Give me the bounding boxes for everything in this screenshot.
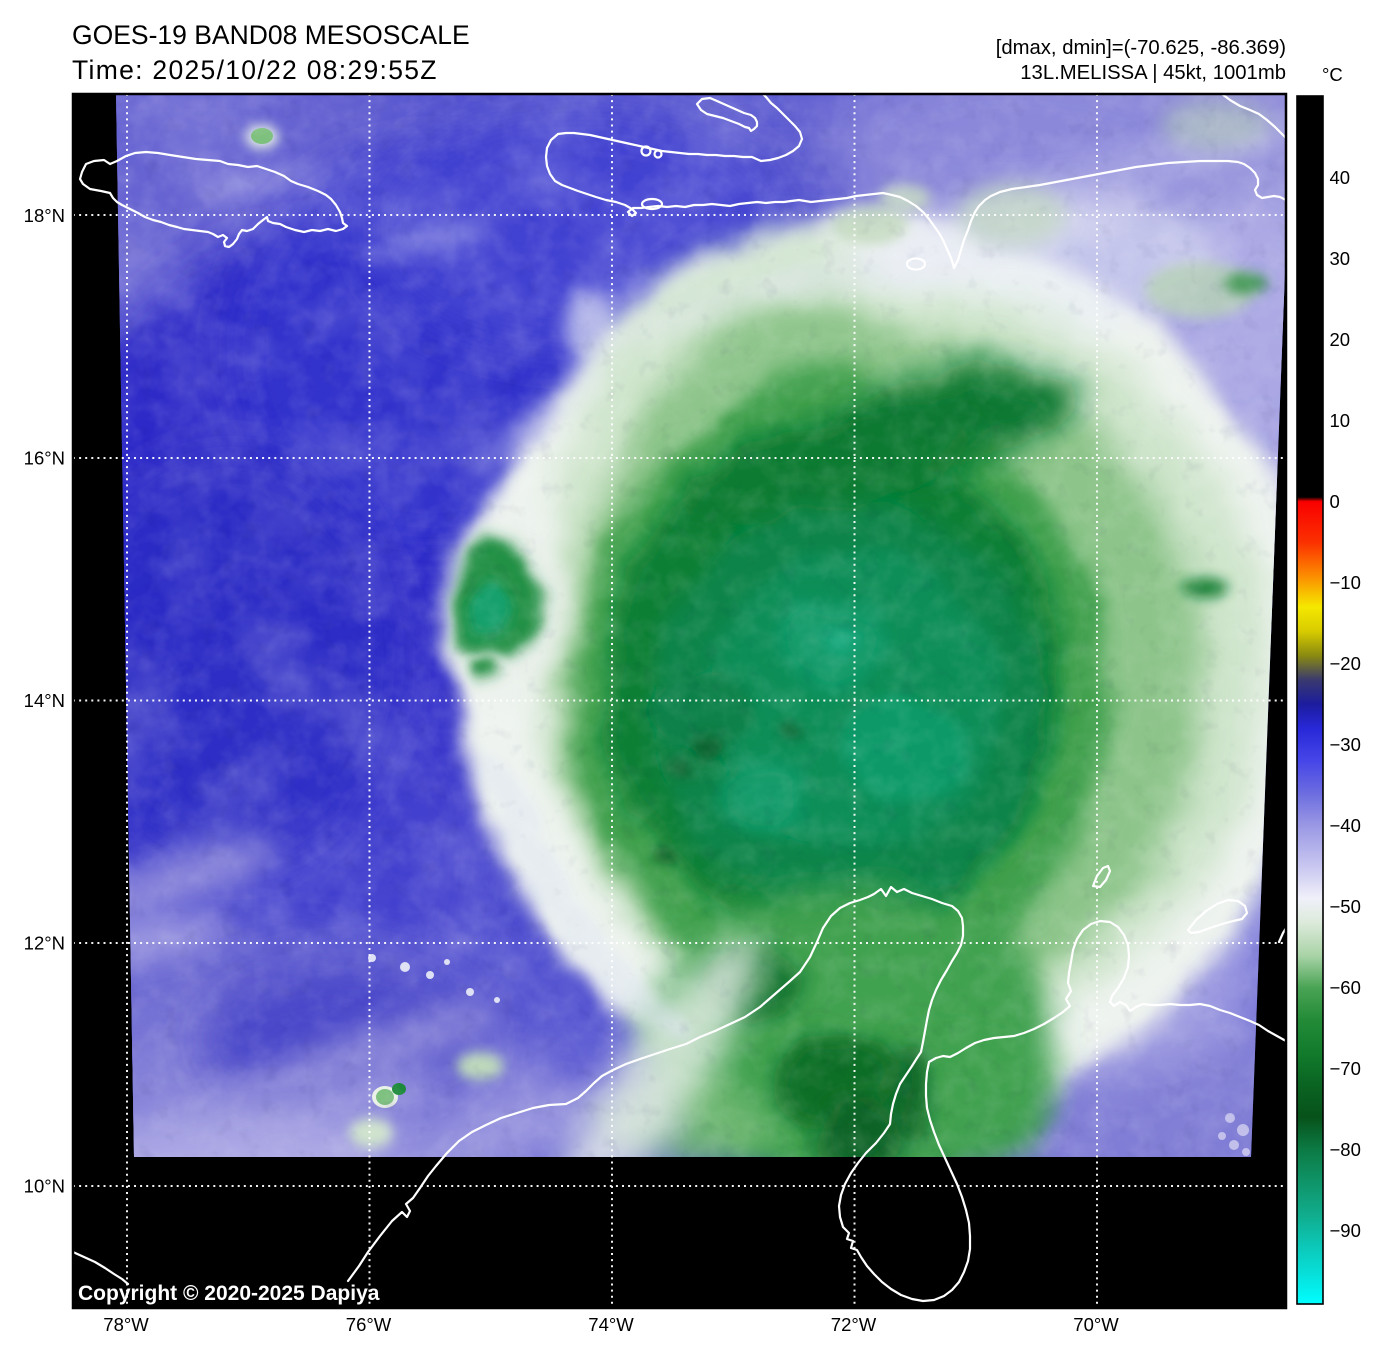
- svg-text:−30: −30: [1330, 734, 1361, 755]
- svg-text:−90: −90: [1330, 1220, 1361, 1241]
- svg-text:20: 20: [1330, 329, 1351, 350]
- svg-text:−40: −40: [1330, 815, 1361, 836]
- svg-text:−80: −80: [1330, 1139, 1361, 1160]
- svg-text:°C: °C: [1322, 64, 1343, 85]
- svg-text:76°W: 76°W: [346, 1314, 392, 1335]
- svg-text:13L.MELISSA | 45kt, 1001mb: 13L.MELISSA | 45kt, 1001mb: [1020, 62, 1286, 84]
- svg-text:Copyright © 2020-2025 Dapiya: Copyright © 2020-2025 Dapiya: [78, 1282, 380, 1305]
- svg-text:−20: −20: [1330, 653, 1361, 674]
- svg-text:−50: −50: [1330, 896, 1361, 917]
- svg-text:−70: −70: [1330, 1058, 1361, 1079]
- svg-text:16°N: 16°N: [24, 448, 65, 469]
- svg-text:Time: 2025/10/22 08:29:55Z: Time: 2025/10/22 08:29:55Z: [72, 55, 438, 85]
- svg-text:10°N: 10°N: [24, 1176, 65, 1197]
- svg-text:78°W: 78°W: [103, 1314, 149, 1335]
- svg-text:70°W: 70°W: [1073, 1314, 1119, 1335]
- svg-text:72°W: 72°W: [831, 1314, 877, 1335]
- svg-text:GOES-19 BAND08 MESOSCALE: GOES-19 BAND08 MESOSCALE: [72, 20, 470, 50]
- svg-text:10: 10: [1330, 410, 1351, 431]
- svg-text:12°N: 12°N: [24, 933, 65, 954]
- svg-text:40: 40: [1330, 167, 1351, 188]
- svg-text:74°W: 74°W: [588, 1314, 634, 1335]
- svg-text:0: 0: [1330, 491, 1340, 512]
- svg-text:30: 30: [1330, 248, 1351, 269]
- svg-text:−10: −10: [1330, 572, 1361, 593]
- svg-text:[dmax, dmin]=(-70.625, -86.369: [dmax, dmin]=(-70.625, -86.369): [996, 37, 1286, 59]
- svg-text:18°N: 18°N: [24, 205, 65, 226]
- svg-text:−60: −60: [1330, 977, 1361, 998]
- svg-text:14°N: 14°N: [24, 690, 65, 711]
